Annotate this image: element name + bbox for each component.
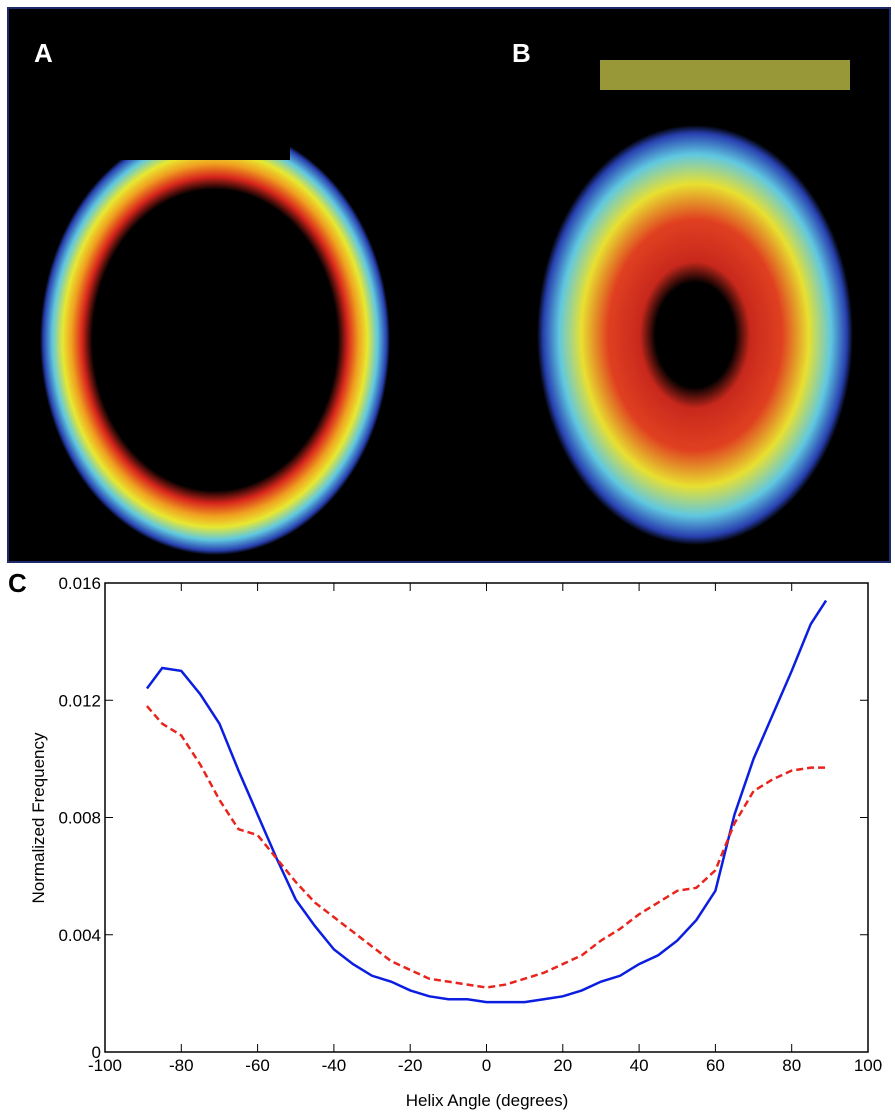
x-tick-label: 0: [482, 1056, 491, 1075]
y-tick-label: 0.012: [58, 691, 101, 710]
heart-b-top: [600, 60, 850, 90]
panel-label: A: [34, 38, 53, 68]
plot-frame: [104, 582, 869, 1053]
y-tick-label: 0: [92, 1043, 101, 1062]
x-tick-label: -20: [398, 1056, 423, 1075]
x-tick-label: 60: [706, 1056, 725, 1075]
y-axis-label: Normalized Frequency: [29, 732, 48, 904]
heart-a: [40, 125, 390, 555]
y-tick-label: 0.008: [58, 809, 101, 828]
x-tick-label: 100: [854, 1056, 882, 1075]
x-tick-label: 20: [553, 1056, 572, 1075]
x-axis-label: Helix Angle (degrees): [406, 1091, 569, 1110]
x-tick-label: -80: [169, 1056, 194, 1075]
heart-b: [537, 125, 853, 545]
panel-label: C: [8, 568, 27, 598]
data-line: [146, 705, 827, 989]
x-tick-label: 80: [782, 1056, 801, 1075]
heart-a-gap: [120, 20, 290, 160]
x-tick-label: -40: [322, 1056, 347, 1075]
data-line: [145, 599, 828, 1004]
x-tick-label: -60: [245, 1056, 270, 1075]
y-tick-label: 0.016: [58, 574, 101, 593]
x-tick-label: 40: [630, 1056, 649, 1075]
y-tick-label: 0.004: [58, 926, 101, 945]
panel-label: B: [512, 38, 531, 68]
x-tick-label: -100: [88, 1056, 122, 1075]
